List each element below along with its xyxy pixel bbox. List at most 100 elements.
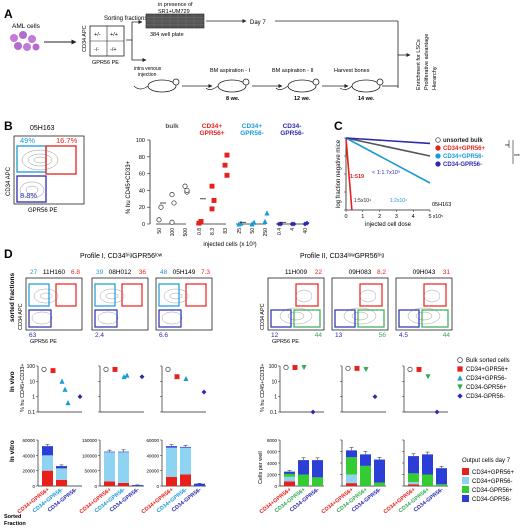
panel-b: B 05H163 49% 16.7% 8.8% CD34 APC GPR56 P…: [4, 119, 310, 248]
panel-d: D Profile I, CD34ʰⁱᵍGPR56ˡᵒʷ Profile II,…: [4, 247, 515, 527]
y-tick-label: 6000: [267, 450, 278, 455]
point: [407, 366, 413, 372]
chart-b: 100 80 60 40 20 0 % hu CD45+CD33+ bulk 50 100 500 C…: [126, 123, 310, 248]
bar-segment: [284, 476, 295, 482]
y-tick-label: 80: [139, 155, 145, 161]
gate-tl-pct: 49%: [20, 136, 35, 145]
point: [103, 366, 109, 372]
bar-segment: [180, 474, 191, 486]
x-tick-label: 50: [250, 228, 256, 234]
point: [434, 409, 440, 415]
bar-segment: [408, 484, 419, 486]
profile1-title: Profile I, CD34ʰⁱᵍGPR56ˡᵒʷ: [80, 252, 163, 260]
legend-label: Bulk sorted cells: [466, 358, 510, 364]
x-tick-label: 1: [361, 214, 364, 220]
x-tick-label: 250: [263, 228, 269, 237]
point: [209, 183, 215, 189]
group-label: CD34+: [242, 123, 263, 130]
y-tick-label: 40: [139, 188, 145, 194]
contour: [163, 288, 189, 304]
bar-segment: [104, 451, 115, 453]
y-tick-label: 40000: [22, 453, 35, 458]
y-tick-label: 60000: [146, 438, 159, 443]
legend-vitro: Output cells day 7 CD34+GPR56+ CD34+GPR56-…: [462, 458, 515, 503]
y-tick-label: 10: [271, 379, 277, 385]
facs-contours: [31, 288, 59, 325]
bar-segment: [180, 447, 191, 475]
x-tick-label: 100: [170, 228, 176, 237]
series-line: [345, 137, 353, 211]
gate-pct: 6.6: [159, 332, 168, 339]
contour: [407, 307, 441, 325]
contour: [351, 311, 369, 321]
gate-bl: [158, 309, 182, 328]
x-tick-label: 0.8: [197, 228, 203, 235]
in-vitro-line1: in presence of: [158, 2, 193, 8]
annotation: 1:519: [350, 174, 364, 180]
arrow-to-mouse: [131, 40, 147, 62]
gate-pct: 8.2: [377, 269, 386, 276]
bar-segment: [166, 447, 177, 477]
gate-pct: 4.5: [399, 332, 408, 339]
bar-segment: [56, 468, 67, 480]
gate-bl: [28, 309, 52, 328]
bar-segment: [346, 457, 357, 475]
gate-bl-pct: 8.8%: [20, 191, 37, 200]
y-axis-label: log fraction negative mice: [336, 139, 342, 208]
quad-tr: +/+: [110, 32, 118, 38]
group-label: CD34-: [283, 123, 302, 130]
point: [198, 219, 204, 224]
gate-pct: 2.4: [95, 332, 104, 339]
legend-label: CD34+GPR56-: [466, 376, 507, 382]
point: [169, 192, 175, 198]
gate-tl: [28, 283, 50, 307]
point: [65, 400, 71, 406]
bar-segment: [194, 483, 205, 486]
gate-tr: [359, 283, 383, 307]
contour: [343, 307, 377, 325]
point: [304, 220, 310, 226]
facs-contours: [97, 288, 125, 325]
facs-contours: [279, 289, 313, 325]
bar-segment: [132, 485, 143, 486]
panel-c: C 0 1 2 3 4 5 x10⁵ log fraction negative mice in…: [334, 119, 520, 228]
x-tick-label: 40: [303, 228, 309, 234]
gate-pct: 12: [271, 332, 279, 339]
quad-br: -/+: [110, 47, 117, 53]
gate-tr: [55, 283, 77, 307]
gate-pct: 27: [30, 269, 38, 276]
legend-vivo: Bulk sorted cells CD34+GPR56+ CD34+GPR56- C…: [457, 357, 510, 400]
bar-segment: [298, 474, 309, 486]
well-plate-icon: [145, 13, 205, 29]
point: [77, 394, 83, 400]
bar-segment: [408, 473, 419, 482]
row-vitro-label: In vitro: [9, 440, 16, 462]
y-tick-label: 150000: [82, 438, 98, 443]
facs-frame: [25, 277, 83, 331]
y-axis-label: % hu CD45+CD33+: [260, 363, 266, 412]
contour: [105, 292, 119, 300]
y-tick-label: 20000: [22, 469, 35, 474]
annotation: 1:5x10⁴: [354, 198, 371, 204]
point: [165, 366, 171, 372]
y-tick-label: 10: [29, 379, 35, 385]
outcome-2: Proliferative advantage: [424, 34, 430, 90]
y-tick-label: 1: [32, 395, 35, 401]
gate-bl: [398, 309, 420, 328]
bar-segment: [42, 446, 53, 456]
gate-tl: [94, 283, 116, 307]
legend-label: CD34+GPR56+: [466, 367, 509, 373]
bar-segment: [312, 477, 323, 486]
y-tick-label: 2000: [267, 473, 278, 478]
bar-segment: [360, 454, 371, 466]
gate-pct: 39: [96, 269, 104, 276]
injection-line2: injection: [138, 72, 157, 78]
x-tick-label: 8.3: [210, 228, 216, 235]
panel-label-a: A: [4, 7, 13, 21]
point: [363, 366, 369, 373]
bar-segment: [42, 470, 53, 486]
gate-tl: [158, 283, 180, 307]
bar-segment: [374, 459, 385, 483]
row-sorted-label: sorted fractions: [9, 272, 16, 322]
legend-label: CD34-GPR56-: [443, 162, 482, 168]
